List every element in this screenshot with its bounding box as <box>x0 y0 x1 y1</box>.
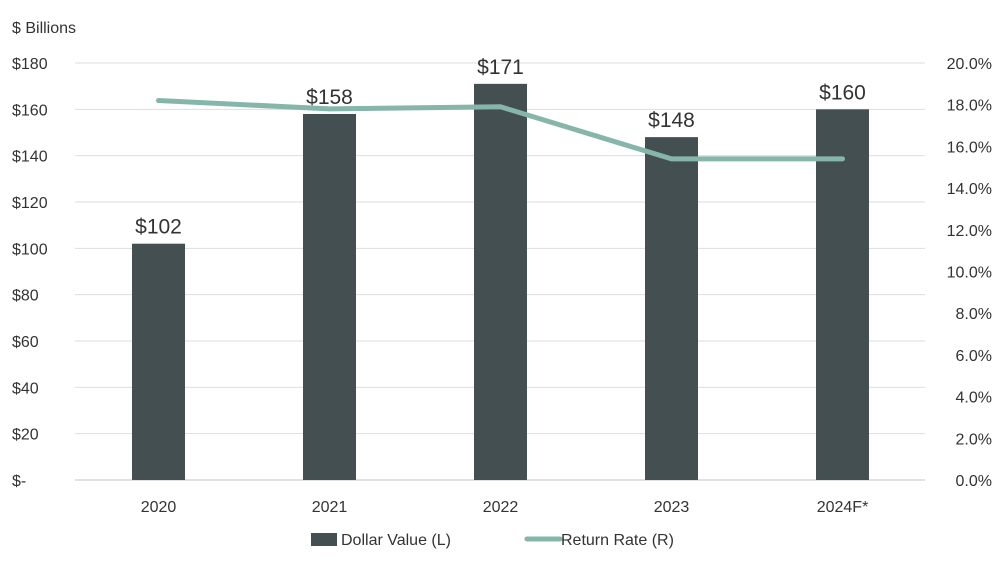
y2-tick-label: 18.0% <box>947 98 992 115</box>
data-labels: $102 $158 $171 $148 $160 <box>135 56 866 239</box>
legend-swatch-dollar-value <box>311 533 337 546</box>
bar <box>132 243 185 480</box>
bar <box>303 113 356 480</box>
legend: Dollar Value (L) Return Rate (R) <box>311 532 674 549</box>
y-tick-label: $80 <box>12 288 39 305</box>
x-tick-label: 2023 <box>654 499 690 516</box>
bar <box>474 83 527 480</box>
x-tick-label: 2024F* <box>817 499 869 516</box>
y2-tick-label: 14.0% <box>947 181 992 198</box>
data-label: $158 <box>306 86 353 109</box>
y2-tick-label: 8.0% <box>956 306 992 323</box>
y2-tick-label: 16.0% <box>947 139 992 156</box>
y-tick-label: $- <box>12 473 26 490</box>
legend-label-dollar-value: Dollar Value (L) <box>341 532 451 549</box>
y2-tick-label: 0.0% <box>956 473 992 490</box>
axes: $- $20 $40 $60 $80 $100 $120 $140 $160 $180 0.0% 2.… <box>12 56 992 516</box>
y-tick-label: $140 <box>12 149 48 166</box>
bar-series <box>132 83 869 480</box>
data-label: $148 <box>648 109 695 132</box>
y2-tick-label: 4.0% <box>956 390 992 407</box>
data-label: $171 <box>477 56 524 79</box>
y-tick-label: $20 <box>12 427 39 444</box>
legend-label-return-rate: Return Rate (R) <box>561 532 674 549</box>
bar <box>645 137 698 480</box>
y-tick-label: $160 <box>12 102 48 119</box>
y2-tick-label: 20.0% <box>947 56 992 73</box>
y2-tick-label: 6.0% <box>956 348 992 365</box>
y-tick-label: $100 <box>12 241 48 258</box>
y-tick-label: $60 <box>12 334 39 351</box>
y-tick-label: $120 <box>12 195 48 212</box>
bar <box>816 109 869 480</box>
y-tick-label: $40 <box>12 380 39 397</box>
x-tick-label: 2021 <box>312 499 348 516</box>
data-label: $102 <box>135 216 182 239</box>
line-series <box>156 98 845 162</box>
y2-tick-label: 2.0% <box>956 431 992 448</box>
x-tick-label: 2022 <box>483 499 519 516</box>
y-tick-label: $180 <box>12 56 48 73</box>
x-tick-label: 2020 <box>141 499 177 516</box>
y2-tick-label: 10.0% <box>947 265 992 282</box>
y-axis-title: $ Billions <box>12 20 76 37</box>
y2-tick-label: 12.0% <box>947 223 992 240</box>
data-label: $160 <box>819 81 866 104</box>
